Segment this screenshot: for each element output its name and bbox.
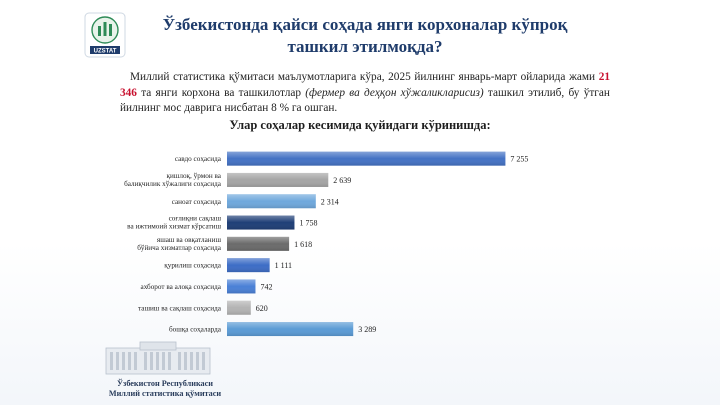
paragraph-italic-note: (фермер ва деҳқон хўжаликларисиз) [305,86,484,99]
bars [227,151,506,337]
slide-title: Ўзбекистонда қайси соҳада янги корхонала… [162,15,568,56]
intro-paragraph: Миллий статистика қўмитаси маълумотлариг… [120,70,610,117]
footer-line-2: Миллий статистика қўмитаси [108,389,222,398]
value-label: 742 [260,282,272,291]
value-label: 1 618 [294,240,312,249]
value-label: 2 639 [333,176,351,185]
value-label: 620 [256,304,268,313]
category-labels: савдо соҳасида қишлоқ, ўрмон ва балиқчилик… [124,155,222,333]
footer-line-1: Ўзбекистон Республикаси [117,379,213,388]
total-count-highlight: 21 346 [120,71,610,99]
bar-shine [227,236,290,251]
footer-organization: Ўзбекистон Республикаси Миллий статистик… [100,379,230,399]
bar-shine [227,194,316,209]
category-label: соғлиқни сақлаш ва ижтимоий хизмат кўрсат… [127,215,221,231]
paragraph-part-3: ташкил этилиб, бу ўтган йилнинг мос давр… [120,86,610,115]
category-label: ташиш ва сақлаш соҳасида [138,304,222,312]
value-labels: 7 255 2 639 2 314 1 758 1 618 1 111 742 620 3 28… [256,155,529,334]
value-label: 1 758 [299,219,317,228]
bar-chart: савдо соҳасида қишлоқ, ўрмон ва балиқчилик… [124,151,529,337]
value-label: 1 111 [275,261,292,270]
bar-shine [227,300,251,315]
category-label: савдо соҳасида [175,155,222,163]
chart-subtitle: Улар соҳалар кесимида қуйидаги кўринишда… [229,118,491,132]
value-label: 7 255 [510,155,528,164]
category-label: қурилиш соҳасида [164,262,222,270]
building-illustration [105,341,211,375]
bar-shine [227,215,295,230]
category-label: яшаш ва овқатланиш бўйича хизматлар соҳас… [137,236,222,252]
bar-shine [227,322,354,337]
value-label: 2 314 [321,197,339,206]
category-label: бошқа соҳаларда [169,326,222,334]
logo-text: UZSTAT [94,49,117,55]
category-label: ахборот ва алоқа соҳасида [141,283,222,291]
bar-shine [227,151,506,166]
paragraph-part-1: Миллий статистика қўмитаси маълумотлариг… [130,71,599,83]
bar-shine [227,279,256,294]
uzstat-logo: UZSTAT [84,12,126,58]
category-label: қишлоқ, ўрмон ва балиқчилик хўжалиги соҳа… [124,172,222,188]
bar-shine [227,258,270,273]
bar-shine [227,172,329,187]
value-label: 3 289 [358,325,376,334]
category-label: саноат соҳасида [172,198,222,206]
paragraph-part-2: та янги корхона ва ташкилотлар [136,86,306,99]
